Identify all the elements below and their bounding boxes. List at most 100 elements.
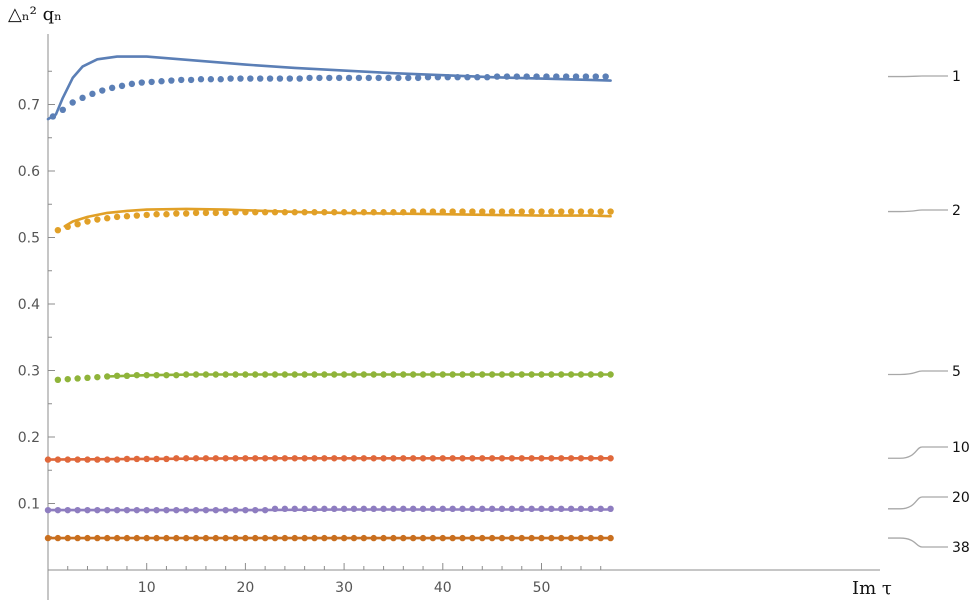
data-point	[153, 371, 160, 379]
data-point	[419, 455, 427, 462]
data-point	[508, 455, 516, 462]
data-point	[222, 371, 229, 378]
data-point	[538, 371, 545, 378]
data-point	[360, 455, 368, 462]
data-point	[301, 534, 308, 542]
y-tick-label: 0.6	[18, 164, 40, 180]
data-point	[390, 534, 397, 542]
data-point	[429, 534, 437, 542]
data-point	[498, 208, 506, 215]
data-point	[192, 506, 200, 514]
data-point	[123, 213, 131, 220]
data-point	[84, 506, 91, 514]
data-point	[340, 505, 348, 513]
data-point	[469, 371, 476, 378]
data-point	[232, 371, 239, 378]
data-point	[370, 505, 377, 513]
data-point	[523, 73, 530, 80]
data-point	[370, 455, 377, 462]
data-point	[192, 455, 200, 462]
data-point	[54, 226, 62, 234]
data-point	[380, 534, 387, 542]
data-point	[232, 506, 239, 514]
data-point	[123, 506, 131, 514]
data-point	[261, 455, 269, 462]
data-point	[518, 371, 525, 378]
data-point	[301, 505, 308, 513]
data-point	[89, 90, 96, 98]
data-point	[459, 455, 466, 462]
data-point	[133, 212, 141, 219]
data-point	[222, 534, 229, 542]
data-point	[123, 372, 131, 380]
data-point	[390, 455, 397, 462]
data-point	[79, 94, 86, 102]
data-point	[64, 534, 71, 542]
data-point	[84, 456, 91, 463]
data-point	[133, 371, 141, 379]
data-point	[104, 373, 111, 380]
data-point	[538, 455, 545, 462]
data-point	[202, 506, 210, 514]
data-point	[597, 455, 604, 462]
data-point	[479, 208, 486, 215]
data-point	[409, 208, 417, 215]
data-point	[163, 506, 170, 514]
data-point	[498, 534, 506, 542]
data-point	[182, 506, 190, 514]
data-point	[143, 211, 150, 219]
data-point	[84, 374, 91, 382]
data-point	[84, 218, 91, 225]
data-point	[182, 371, 190, 378]
series-curves	[46, 55, 612, 540]
data-point	[291, 209, 298, 216]
data-point	[513, 73, 521, 80]
data-point	[528, 534, 535, 542]
data-point	[493, 73, 501, 80]
data-point	[567, 455, 575, 462]
data-point	[370, 209, 377, 216]
data-point	[276, 75, 284, 82]
data-point	[252, 209, 259, 216]
data-point	[212, 534, 219, 542]
series-end-labels: 1 2 5 10 20 38	[952, 69, 970, 556]
data-point	[528, 208, 535, 215]
data-point	[252, 371, 259, 378]
y-tick-label: 0.1	[18, 497, 40, 513]
data-point	[212, 506, 219, 514]
data-point	[439, 455, 446, 462]
data-point	[266, 75, 274, 82]
data-point	[281, 371, 289, 378]
data-point	[587, 208, 595, 215]
data-point	[261, 534, 269, 542]
data-point	[301, 209, 308, 216]
y-tick-label: 0.4	[18, 297, 40, 313]
y-tick-label: 0.3	[18, 364, 40, 380]
data-point	[321, 534, 328, 542]
x-tick-label: 30	[335, 580, 353, 596]
data-point	[390, 505, 397, 513]
data-point	[592, 73, 599, 80]
data-point	[281, 209, 289, 216]
data-point	[113, 534, 121, 542]
data-point	[212, 209, 219, 217]
data-point	[538, 505, 545, 513]
data-point	[439, 208, 446, 215]
data-point	[281, 455, 289, 462]
data-point	[163, 211, 170, 218]
data-point	[74, 506, 81, 514]
data-point	[355, 74, 363, 82]
data-point	[607, 505, 614, 513]
data-point	[247, 75, 254, 82]
leader-line-10	[888, 446, 948, 459]
data-point	[597, 534, 604, 542]
data-point	[69, 99, 76, 106]
data-point	[597, 505, 604, 513]
data-point	[242, 455, 249, 462]
data-point	[261, 209, 269, 216]
data-point	[429, 455, 437, 462]
data-point	[64, 223, 71, 231]
data-point	[429, 505, 437, 513]
data-point	[306, 74, 313, 82]
data-point	[44, 506, 52, 514]
